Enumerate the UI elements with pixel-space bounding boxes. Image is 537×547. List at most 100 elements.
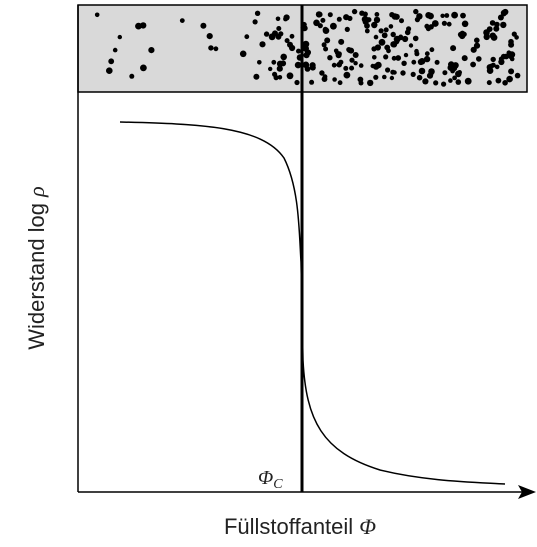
particle (284, 38, 290, 44)
particle (461, 20, 469, 28)
particle (378, 38, 386, 46)
particle (347, 47, 353, 54)
particle (106, 67, 113, 74)
particle (402, 35, 409, 43)
particle (442, 70, 448, 76)
particle (375, 61, 382, 69)
particle (349, 57, 355, 63)
particle (283, 14, 290, 21)
particle (422, 78, 429, 85)
particle (129, 73, 135, 79)
particle (337, 80, 343, 86)
particle (317, 11, 323, 18)
particle (455, 79, 462, 85)
particle (448, 61, 455, 68)
particle (140, 64, 147, 72)
particle (280, 53, 288, 61)
particle (401, 60, 407, 66)
particle (276, 60, 284, 67)
y-label-text: Widerstand log (24, 203, 49, 350)
particle (135, 22, 142, 30)
particle (502, 8, 509, 16)
particle (353, 61, 358, 66)
particle (362, 18, 369, 25)
particle (425, 26, 431, 32)
particle (302, 40, 310, 48)
particle (349, 65, 355, 71)
particle (378, 28, 384, 34)
particle (351, 8, 358, 15)
particle (490, 56, 496, 63)
particle (508, 51, 516, 58)
particle (327, 55, 333, 61)
particle (357, 76, 364, 83)
particle (303, 52, 310, 59)
particle (320, 17, 326, 23)
particle (385, 67, 391, 73)
x-axis-arrow (518, 485, 536, 499)
particle (495, 77, 502, 84)
particle (459, 33, 466, 40)
particle (451, 11, 458, 19)
particle (338, 59, 344, 65)
particle (289, 33, 295, 39)
particle (334, 50, 340, 55)
particle (117, 34, 123, 40)
particle (382, 74, 387, 80)
particle (374, 12, 380, 17)
particle (309, 64, 316, 71)
particle (424, 51, 430, 57)
particle (343, 65, 349, 71)
particle (389, 75, 395, 81)
x-axis-label: Füllstoffanteil Φ (224, 514, 376, 539)
particle (398, 34, 404, 40)
particle (322, 27, 330, 34)
particle (296, 48, 301, 54)
particle (277, 75, 283, 80)
particle (373, 34, 379, 40)
particle (411, 59, 417, 65)
particle (486, 26, 493, 32)
particle (276, 26, 282, 31)
particle (276, 65, 283, 72)
particle (268, 66, 273, 72)
particle (275, 16, 281, 22)
particle (410, 71, 416, 77)
particle (390, 31, 396, 38)
particle (364, 28, 370, 34)
particle (381, 32, 388, 39)
particle (263, 31, 270, 37)
particle (400, 70, 406, 76)
particle (278, 31, 284, 37)
particle (383, 54, 389, 60)
particle (508, 38, 514, 45)
particle (347, 15, 353, 21)
particle (253, 73, 260, 80)
particle (509, 56, 515, 62)
particle (359, 10, 365, 16)
particle (395, 55, 402, 61)
particle (327, 12, 333, 18)
particle (384, 44, 391, 51)
particle (493, 25, 500, 32)
particle (418, 58, 426, 65)
particle (452, 75, 457, 81)
particle (372, 55, 377, 60)
particle (338, 38, 345, 45)
resistance-curve (119, 121, 506, 485)
particle (373, 16, 381, 24)
particle (486, 80, 492, 86)
particle (254, 10, 261, 16)
particle (514, 35, 519, 40)
particle (489, 32, 496, 39)
filler-particles (94, 8, 521, 87)
threshold-symbol: Φ (258, 467, 273, 489)
particle (460, 12, 466, 19)
particle (272, 71, 278, 77)
particle (494, 64, 500, 70)
particle (392, 70, 397, 75)
particle (239, 50, 247, 58)
particle (450, 45, 457, 52)
